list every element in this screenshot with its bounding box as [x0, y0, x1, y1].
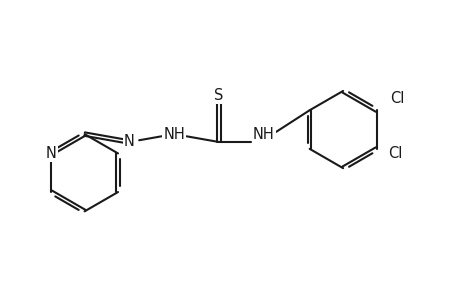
Text: N: N: [123, 134, 134, 149]
Text: N: N: [45, 146, 56, 161]
Text: Cl: Cl: [387, 146, 402, 161]
Text: Cl: Cl: [389, 92, 404, 106]
Text: S: S: [214, 88, 223, 103]
Text: NH: NH: [252, 127, 274, 142]
Text: NH: NH: [163, 127, 185, 142]
